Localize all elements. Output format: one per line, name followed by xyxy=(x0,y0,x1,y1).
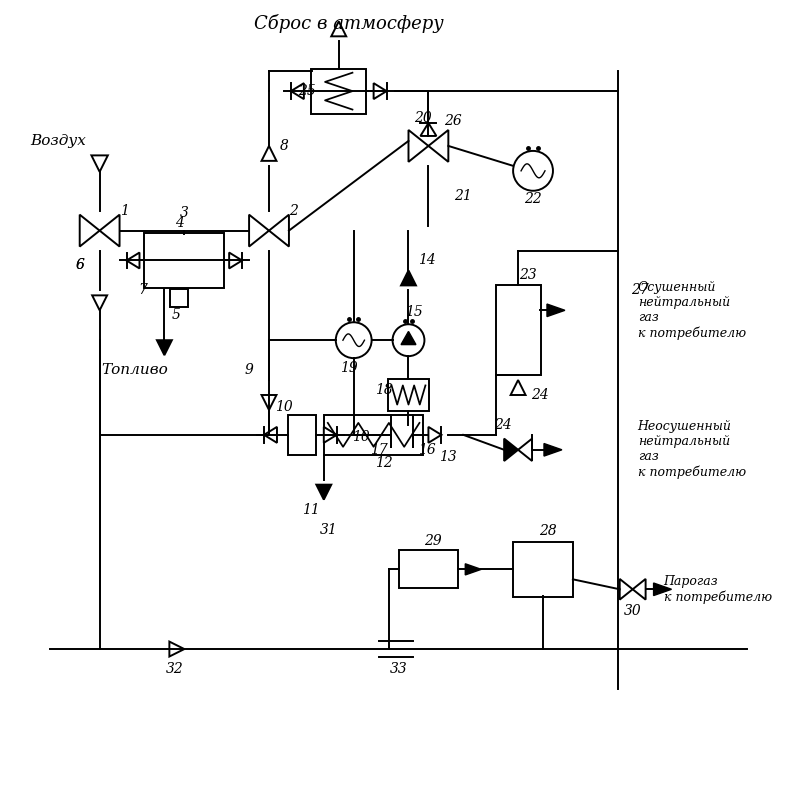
Text: 6: 6 xyxy=(75,258,84,273)
Text: 10: 10 xyxy=(275,400,293,414)
Text: Сброс в атмосферу: Сброс в атмосферу xyxy=(254,14,443,33)
Text: Воздух: Воздух xyxy=(30,134,86,148)
Polygon shape xyxy=(429,130,448,162)
Polygon shape xyxy=(547,304,565,317)
Polygon shape xyxy=(262,146,277,161)
Polygon shape xyxy=(654,583,671,596)
Bar xyxy=(324,415,423,455)
Text: 20: 20 xyxy=(414,111,432,125)
Polygon shape xyxy=(374,83,386,99)
Polygon shape xyxy=(401,270,416,285)
Text: 15: 15 xyxy=(405,305,422,319)
Text: 33: 33 xyxy=(390,662,407,676)
Polygon shape xyxy=(421,123,436,136)
Polygon shape xyxy=(170,641,184,656)
Text: 21: 21 xyxy=(454,189,472,203)
Text: 26: 26 xyxy=(445,114,462,128)
Text: 18: 18 xyxy=(374,383,393,397)
Text: 27: 27 xyxy=(630,284,649,297)
Text: 12: 12 xyxy=(374,456,393,470)
Text: 19: 19 xyxy=(340,361,358,375)
Circle shape xyxy=(393,324,425,356)
Bar xyxy=(145,233,224,288)
Text: 3: 3 xyxy=(180,205,189,220)
Polygon shape xyxy=(409,130,429,162)
Polygon shape xyxy=(633,579,646,600)
Polygon shape xyxy=(331,21,346,36)
Polygon shape xyxy=(544,443,562,456)
Polygon shape xyxy=(269,215,289,246)
Polygon shape xyxy=(504,438,518,461)
Polygon shape xyxy=(316,485,331,499)
Text: 16: 16 xyxy=(418,443,435,457)
Text: 22: 22 xyxy=(524,192,542,205)
Text: 4: 4 xyxy=(175,216,184,230)
Bar xyxy=(288,415,316,455)
Polygon shape xyxy=(620,579,633,600)
Polygon shape xyxy=(264,427,277,443)
Text: 7: 7 xyxy=(138,284,147,297)
Polygon shape xyxy=(406,432,421,447)
Polygon shape xyxy=(80,215,100,246)
Polygon shape xyxy=(100,215,119,246)
Bar xyxy=(311,69,366,114)
Text: Топливо: Топливо xyxy=(101,363,168,377)
Bar xyxy=(496,285,541,375)
Text: 32: 32 xyxy=(166,662,183,676)
Text: 10: 10 xyxy=(352,430,370,444)
Text: 24: 24 xyxy=(494,418,512,432)
Text: Парогаз
к потребителю: Парогаз к потребителю xyxy=(663,575,772,604)
Circle shape xyxy=(336,322,372,358)
Text: 9: 9 xyxy=(245,363,254,377)
Text: 23: 23 xyxy=(519,269,537,283)
Polygon shape xyxy=(262,395,277,410)
Polygon shape xyxy=(383,427,398,442)
Polygon shape xyxy=(466,564,482,575)
Text: 8: 8 xyxy=(279,139,288,153)
Polygon shape xyxy=(518,438,532,461)
Bar xyxy=(387,379,430,411)
Circle shape xyxy=(513,151,553,190)
Polygon shape xyxy=(249,215,269,246)
Text: 1: 1 xyxy=(120,204,129,218)
Polygon shape xyxy=(91,156,108,171)
Polygon shape xyxy=(157,340,172,356)
Text: Неосушенный
нейтральный
газ
к потребителю: Неосушенный нейтральный газ к потребител… xyxy=(638,420,746,479)
Polygon shape xyxy=(126,253,139,269)
Text: 28: 28 xyxy=(539,525,557,539)
Polygon shape xyxy=(229,253,242,269)
Text: 29: 29 xyxy=(425,535,442,548)
Polygon shape xyxy=(401,332,416,344)
Polygon shape xyxy=(92,295,107,310)
Polygon shape xyxy=(429,427,442,443)
Text: 14: 14 xyxy=(418,254,435,268)
Polygon shape xyxy=(510,380,526,395)
Text: 5: 5 xyxy=(172,308,181,322)
Text: 17: 17 xyxy=(370,443,387,457)
Text: 31: 31 xyxy=(320,522,338,536)
Text: 13: 13 xyxy=(439,450,458,464)
Bar xyxy=(170,289,188,307)
Text: 30: 30 xyxy=(624,604,642,619)
Bar xyxy=(513,542,573,596)
Text: 25: 25 xyxy=(298,84,316,98)
Text: 24: 24 xyxy=(531,388,549,402)
Text: Осушенный
нейтральный
газ
к потребителю: Осушенный нейтральный газ к потребителю xyxy=(638,281,746,340)
Polygon shape xyxy=(324,427,337,443)
Bar xyxy=(398,551,458,589)
Polygon shape xyxy=(291,83,304,99)
Text: 2: 2 xyxy=(290,204,298,218)
Text: 11: 11 xyxy=(302,502,320,517)
Text: 6: 6 xyxy=(75,258,84,273)
